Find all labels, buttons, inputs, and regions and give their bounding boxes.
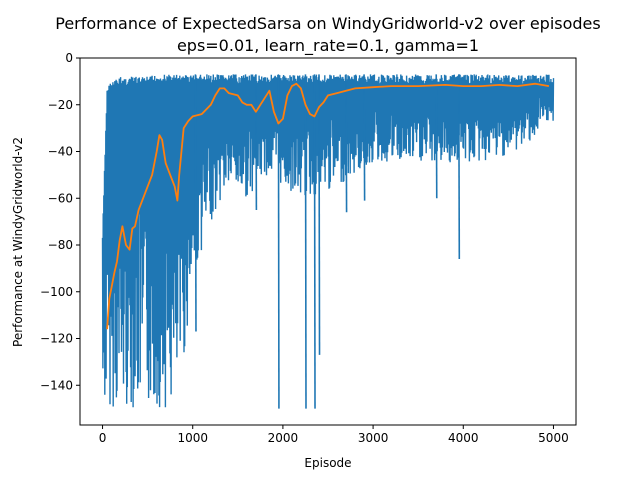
x-tick-label: 1000 [177,431,208,445]
plot-frame [79,57,577,426]
x-axis-label: Episode [304,456,351,470]
series-raw-spike [255,74,258,210]
series-raw-spike [363,74,366,201]
series-raw-line [101,74,555,408]
series-raw-spike [457,74,461,260]
chart-title: Performance of ExpectedSarsa on WindyGri… [55,14,600,33]
series-raw-spike [194,74,197,332]
series-raw-spike [345,74,348,213]
y-tick-label: −60 [48,191,73,205]
x-tick-label: 2000 [268,431,299,445]
y-tick-label: −120 [40,332,73,346]
plot-area: 0 1000 2000 3000 4000 5000 0 −20 −40 −60 −80 −100 −1… [40,51,577,445]
x-tick-label: 0 [99,431,107,445]
y-axis-label: Performance at WindyGridworld-v2 [11,137,25,347]
series-raw-spike [318,74,321,355]
y-tick-label: −40 [48,145,73,159]
chart-subtitle: eps=0.01, learn_rate=0.1, gamma=1 [177,36,479,56]
x-tick-label: 4000 [448,431,479,445]
x-tick-label: 5000 [538,431,569,445]
series-raw-spike [313,74,316,409]
y-tick-label: 0 [65,51,73,65]
series-raw-spike [277,74,280,409]
y-tick-label: −140 [40,378,73,392]
x-tick-label: 3000 [358,431,389,445]
series-raw-spike [435,74,438,199]
y-tick-label: −80 [48,238,73,252]
y-tick-label: −20 [48,98,73,112]
y-tick-label: −100 [40,285,73,299]
series-raw-spike [304,74,307,409]
series-average-line [106,82,550,330]
